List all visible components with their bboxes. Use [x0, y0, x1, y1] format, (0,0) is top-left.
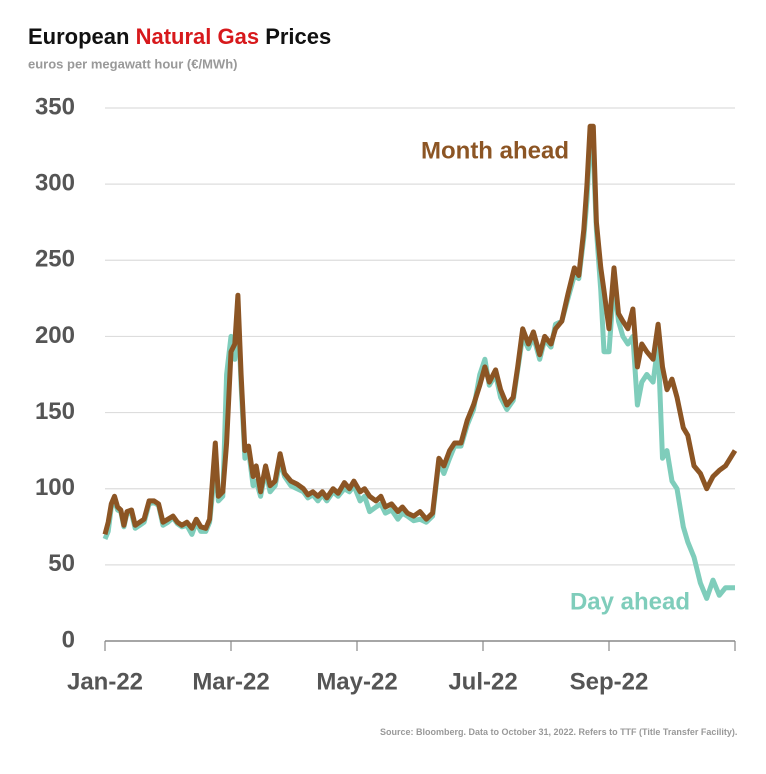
y-tick-label: 100: [35, 474, 75, 501]
x-tick-label: Sep-22: [570, 668, 649, 695]
chart-title: European Natural Gas Prices: [28, 24, 331, 49]
x-tick-label: May-22: [316, 668, 397, 695]
y-tick-label: 0: [62, 626, 75, 653]
title-part: Prices: [259, 24, 331, 49]
source-note: Source: Bloomberg. Data to October 31, 2…: [380, 727, 738, 737]
y-tick-label: 50: [48, 550, 75, 577]
series-line: [102, 123, 738, 536]
series-label: Month ahead: [421, 137, 569, 164]
y-tick-label: 200: [35, 322, 75, 349]
y-tick-label: 350: [35, 93, 75, 120]
series-line: [102, 136, 735, 601]
y-tick-label: 150: [35, 398, 75, 425]
y-tick-label: 300: [35, 169, 75, 196]
title-part: Natural Gas: [136, 24, 260, 49]
title-part: European: [28, 24, 136, 49]
series-label: Day ahead: [570, 588, 690, 615]
chart-subtitle: euros per megawatt hour (€/MWh): [28, 56, 237, 71]
y-tick-label: 250: [35, 246, 75, 273]
x-tick-label: Jul-22: [448, 668, 517, 695]
x-tick-label: Jan-22: [67, 668, 143, 695]
x-tick-label: Mar-22: [192, 668, 269, 695]
